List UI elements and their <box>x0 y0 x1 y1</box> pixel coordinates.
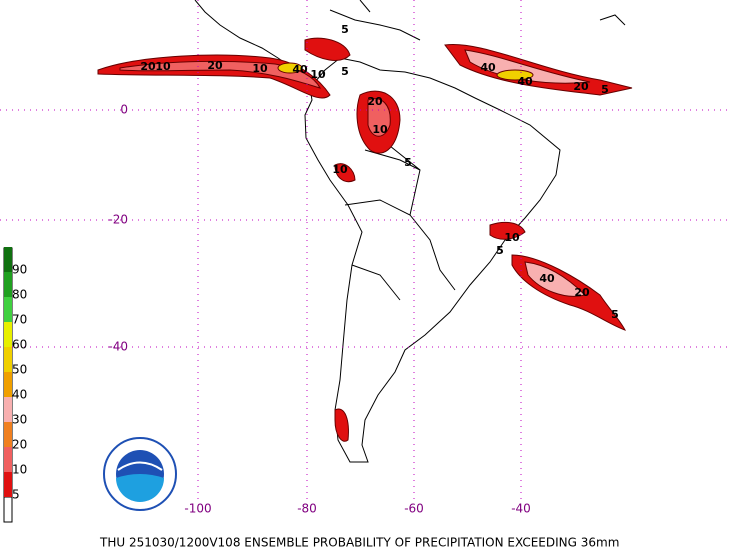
legend-swatch <box>4 372 12 397</box>
legend-label: 60 <box>12 338 27 352</box>
legend-label: 70 <box>12 313 27 327</box>
lon-label: -80 <box>297 502 317 516</box>
contour-label: 5 <box>496 244 504 257</box>
legend-label: 40 <box>12 388 27 402</box>
legend-blank <box>3 496 13 523</box>
legend-swatch <box>4 472 12 497</box>
legend-label: 80 <box>12 288 27 302</box>
contour-label: 20 <box>140 60 156 73</box>
legend-label: 30 <box>12 413 27 427</box>
legend-label: 10 <box>12 463 27 477</box>
contour-label: 20 <box>573 80 589 93</box>
contour-label: 10 <box>310 68 326 81</box>
lon-label: -100 <box>184 502 211 516</box>
legend-label: 50 <box>12 363 27 377</box>
contour-label: 40 <box>517 75 533 88</box>
contour-label: 10 <box>155 60 171 73</box>
lon-label: -40 <box>511 502 531 516</box>
contour-label: 40 <box>292 63 308 76</box>
legend-swatch <box>4 397 12 422</box>
legend-label: 5 <box>12 488 20 502</box>
contour-label: 5 <box>341 65 349 78</box>
lat-label: -20 <box>108 213 128 227</box>
precip-shading <box>97 37 633 442</box>
contour-label: 5 <box>611 308 619 321</box>
footer-title: THU 251030/1200V108 ENSEMBLE PROBABILITY… <box>99 536 619 550</box>
legend-swatch <box>4 247 12 272</box>
legend-swatch <box>4 297 12 322</box>
contour-label: 40 <box>539 272 555 285</box>
contour-label: 20 <box>574 286 590 299</box>
contour-label: 10 <box>252 62 268 75</box>
legend-swatch <box>4 322 12 347</box>
contour-label: 10 <box>332 163 348 176</box>
contour-label: 20 <box>367 95 383 108</box>
contour-label: 5 <box>341 23 349 36</box>
legend-label: 90 <box>12 263 27 277</box>
lat-label: -40 <box>108 340 128 354</box>
contour-label: 5 <box>601 83 609 96</box>
legend-swatch <box>4 347 12 372</box>
legend-swatch <box>4 422 12 447</box>
contour-label: 40 <box>480 61 496 74</box>
contour-label: 10 <box>504 231 520 244</box>
contour-label: 20 <box>207 59 223 72</box>
legend-swatch <box>4 447 12 472</box>
legend-label: 20 <box>12 438 27 452</box>
lat-label: 0 <box>120 103 128 117</box>
contour-label: 10 <box>372 123 388 136</box>
lon-label: -60 <box>404 502 424 516</box>
legend-swatch <box>4 272 12 297</box>
contour-label: 5 <box>404 156 412 169</box>
noaa-logo <box>103 437 177 511</box>
